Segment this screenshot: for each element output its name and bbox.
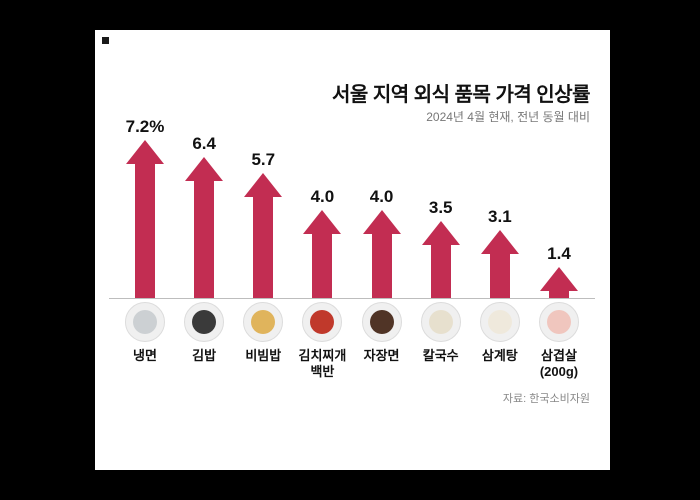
chart-column: 5.7 비빔밥: [235, 108, 291, 379]
chart-column: 3.5 칼국수: [413, 108, 469, 379]
arrow-head: [480, 230, 519, 254]
arrow-area: 3.1: [480, 108, 519, 298]
arrow-area: 5.7: [244, 108, 283, 298]
value-label: 7.2%: [125, 117, 165, 136]
arrow-area: 6.4: [185, 108, 224, 298]
value-label: 1.4: [547, 244, 571, 263]
category-label: 냉면: [133, 348, 157, 363]
arrow-area: 3.5: [421, 108, 460, 298]
arrow-bar: [480, 230, 519, 298]
bibimbap-bowl-icon: [243, 302, 284, 342]
arrow-head: [539, 267, 578, 291]
arrow-shaft: [430, 245, 451, 298]
kimchi-jjigae-bowl-icon: [302, 302, 343, 342]
value-label: 4.0: [310, 187, 335, 206]
arrow-bar: [362, 210, 401, 298]
chart-baseline: [109, 298, 595, 299]
value-label: 3.5: [428, 198, 453, 217]
category-label: 김밥: [192, 348, 217, 363]
arrow-bar: [126, 140, 164, 298]
value-label: 5.7: [251, 150, 276, 169]
arrow-bar: [421, 221, 460, 298]
arrow-head: [185, 157, 224, 181]
arrow-area: 7.2%: [125, 108, 165, 298]
arrow-head: [126, 140, 164, 164]
samgyetang-pot-icon: [479, 302, 520, 342]
chart-column: 6.4 김밥: [176, 108, 232, 379]
arrow-shaft: [135, 164, 155, 298]
chart-column: 4.0 자장면: [354, 108, 410, 379]
arrow-area: 1.4: [539, 108, 578, 298]
arrow-bar: [539, 267, 578, 298]
arrow-bar-chart: 7.2% 냉면 6.4 김밥 5.7: [109, 108, 595, 379]
category-label: 삼계탕: [481, 348, 518, 363]
value-label: 6.4: [192, 134, 216, 153]
arrow-shaft: [312, 234, 333, 298]
chart-column: 3.1 삼계탕: [472, 108, 528, 379]
jajangmyeon-bowl-icon: [361, 302, 402, 342]
chart-column: 4.0 김치찌개 백반: [294, 108, 350, 379]
chart-title: 서울 지역 외식 품목 가격 인상률: [332, 84, 590, 106]
category-label: 비빔밥: [245, 348, 282, 363]
chart-columns: 7.2% 냉면 6.4 김밥 5.7: [117, 108, 587, 379]
arrow-shaft: [253, 197, 274, 298]
arrow-shaft: [371, 234, 392, 298]
category-label: 자장면: [363, 348, 400, 363]
category-label: 칼국수: [422, 348, 459, 363]
corner-mark: [102, 37, 109, 44]
arrow-head: [303, 210, 342, 234]
arrow-head: [421, 221, 460, 245]
category-label: 삼겹살 (200g): [539, 348, 579, 379]
arrow-head: [244, 173, 283, 197]
chart-column: 1.4 삼겹살 (200g): [531, 108, 587, 379]
arrow-shaft: [489, 254, 510, 298]
source-note: 자료: 한국소비자원: [502, 393, 590, 405]
arrow-bar: [185, 157, 224, 298]
value-label: 3.1: [488, 207, 512, 226]
gimbap-roll-icon: [184, 302, 225, 342]
arrow-area: 4.0: [362, 108, 401, 298]
arrow-shaft: [194, 181, 215, 298]
kalguksu-bowl-icon: [420, 302, 461, 342]
chart-column: 7.2% 냉면: [117, 108, 173, 379]
category-label: 김치찌개 백반: [298, 348, 347, 379]
chart-subtitle: 2024년 4월 현재, 전년 동월 대비: [426, 110, 590, 124]
value-label: 4.0: [369, 187, 394, 206]
arrow-head: [362, 210, 401, 234]
naengmyeon-bowl-icon: [125, 302, 165, 342]
arrow-shaft: [548, 291, 569, 298]
arrow-area: 4.0: [303, 108, 342, 298]
infographic-panel: 서울 지역 외식 품목 가격 인상률 2024년 4월 현재, 전년 동월 대비…: [95, 30, 610, 470]
samgyeopsal-meat-icon: [538, 302, 579, 342]
arrow-bar: [244, 173, 283, 298]
arrow-bar: [303, 210, 342, 298]
